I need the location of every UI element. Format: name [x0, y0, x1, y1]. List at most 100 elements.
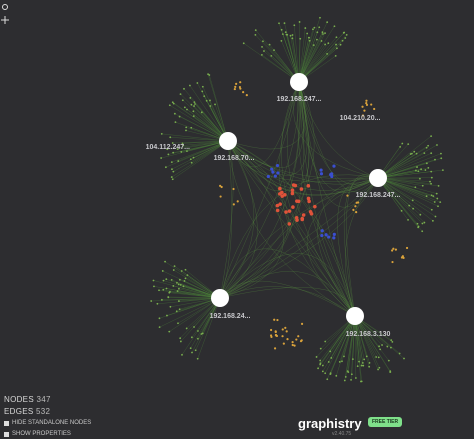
leaf-node: [324, 43, 327, 46]
leaf-node: [441, 169, 444, 171]
edge: [227, 81, 300, 168]
edge: [316, 315, 356, 358]
leaf-node: [150, 300, 153, 302]
cluster-node: [308, 209, 313, 214]
search-icon[interactable]: [2, 4, 8, 10]
cluster-node: [300, 339, 303, 342]
leaf-node: [326, 52, 329, 55]
cluster-node: [286, 338, 289, 341]
edge: [190, 297, 221, 349]
leaf-node: [400, 209, 403, 212]
edge: [377, 177, 439, 187]
edge: [174, 113, 229, 142]
leaf-node: [417, 225, 420, 228]
leaf-node: [354, 377, 357, 379]
cluster-node: [300, 322, 304, 326]
edge: [227, 81, 300, 191]
leaf-node: [362, 364, 365, 367]
leaf-node: [322, 33, 324, 35]
leaf-node: [176, 290, 179, 293]
edge: [171, 140, 229, 178]
edge: [354, 315, 379, 370]
show-properties[interactable]: SHOW PROPERTIES: [4, 431, 71, 437]
leaf-node: [316, 31, 319, 34]
edge: [377, 147, 427, 179]
leaf-node: [341, 360, 343, 363]
cluster-node: [291, 183, 296, 187]
nodes-label: NODES: [4, 395, 34, 404]
edge: [169, 105, 229, 142]
leaf-node: [166, 148, 169, 151]
cluster-node: [270, 167, 274, 171]
leaf-node: [170, 161, 173, 164]
edge: [298, 81, 379, 193]
leaf-node: [190, 336, 193, 339]
edge: [377, 177, 419, 228]
cluster-node: [332, 164, 336, 168]
small-nodes: [150, 16, 444, 383]
edge: [161, 140, 229, 159]
leaf-node: [175, 310, 178, 313]
cluster-node: [300, 217, 305, 222]
leaf-node: [183, 87, 185, 90]
edge: [294, 25, 300, 83]
leaf-node: [283, 22, 286, 25]
leaf-node: [318, 26, 321, 29]
leaf-node: [171, 101, 174, 104]
edge: [298, 29, 314, 83]
cluster-node: [276, 318, 279, 322]
edge: [377, 152, 432, 179]
hide-standalone[interactable]: HIDE STANDALONE NODES: [4, 420, 91, 426]
edge: [281, 29, 300, 83]
cluster-node: [266, 174, 270, 179]
leaf-node: [291, 34, 294, 36]
leaf-node: [344, 37, 347, 39]
leaf-node: [179, 283, 182, 286]
leaf-node: [324, 372, 327, 375]
leaf-node: [407, 218, 409, 221]
cluster-node: [278, 202, 282, 206]
cluster-node: [239, 81, 242, 84]
leaf-node: [377, 368, 379, 371]
leaf-node: [379, 348, 382, 351]
edge: [227, 140, 356, 317]
node-label: 192.168.70...: [214, 155, 255, 162]
leaf-node: [262, 40, 264, 43]
edge: [317, 177, 379, 317]
tier-badge[interactable]: FREE TIER: [368, 417, 403, 427]
edge: [169, 297, 221, 332]
edges-label: EDGES: [4, 407, 34, 416]
leaf-node: [436, 144, 438, 146]
leaf-node: [178, 278, 181, 281]
edge: [190, 97, 229, 142]
edge: [219, 287, 356, 317]
brand-name[interactable]: graphistry: [298, 416, 362, 431]
edge: [172, 140, 229, 144]
cluster-node: [301, 213, 306, 217]
leaf-node: [293, 24, 296, 27]
leaf-node: [435, 192, 438, 195]
leaf-node: [178, 308, 181, 311]
cluster-node: [296, 199, 301, 204]
cluster-node: [220, 185, 223, 189]
leaf-node: [425, 146, 428, 149]
leaf-node: [312, 44, 315, 47]
leaf-node: [440, 152, 442, 155]
edge: [159, 297, 221, 328]
leaf-node: [185, 126, 188, 129]
cluster-node: [275, 208, 280, 213]
leaf-node: [408, 204, 411, 207]
edge: [317, 315, 356, 369]
edge: [165, 140, 229, 168]
edge: [345, 177, 379, 317]
center-icon[interactable]: [1, 16, 9, 24]
edge: [219, 286, 356, 317]
leaf-node: [321, 370, 324, 373]
leaf-node: [344, 375, 347, 378]
edge: [219, 140, 234, 299]
leaf-node: [190, 103, 193, 106]
leaf-node: [358, 360, 360, 363]
leaf-node: [360, 364, 363, 367]
leaf-node: [172, 102, 175, 105]
edge: [298, 32, 344, 83]
